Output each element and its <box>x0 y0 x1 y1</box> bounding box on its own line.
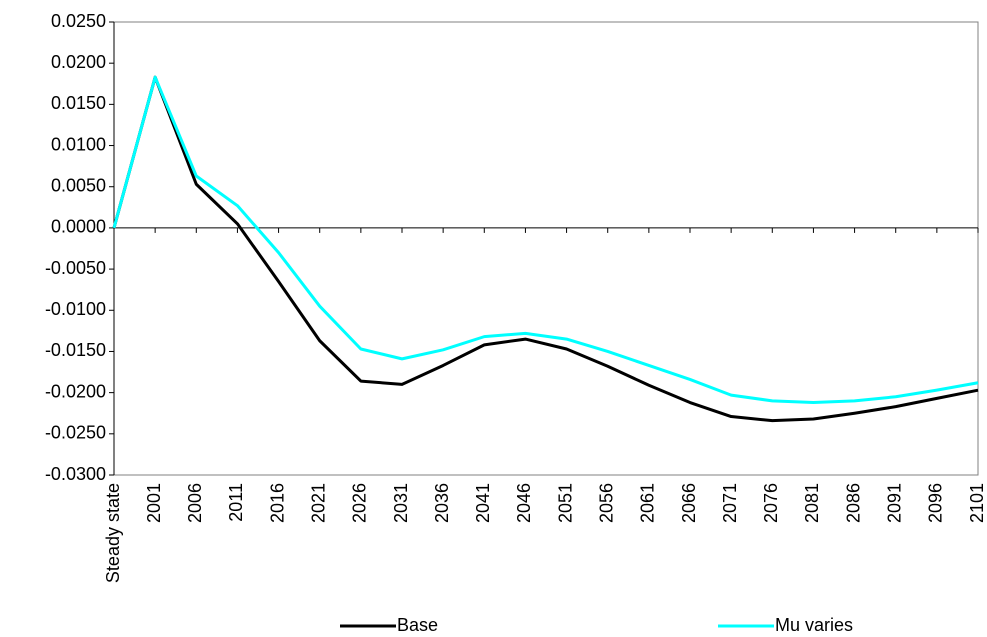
x-tick-label: 2051 <box>555 483 575 523</box>
x-tick-label: 2071 <box>720 483 740 523</box>
x-tick-label: 2091 <box>884 483 904 523</box>
y-tick-label: 0.0250 <box>51 11 106 31</box>
x-tick-label: 2066 <box>679 483 699 523</box>
x-tick-label: 2011 <box>226 483 246 522</box>
x-tick-label: 2006 <box>185 483 205 523</box>
x-tick-label: 2101 <box>967 483 987 523</box>
y-tick-label: 0.0200 <box>51 52 106 72</box>
y-tick-label: 0.0150 <box>51 93 106 113</box>
y-tick-label: -0.0100 <box>45 299 106 319</box>
y-tick-label: -0.0300 <box>45 464 106 484</box>
x-tick-label: Steady state <box>103 483 123 583</box>
x-tick-label: 2046 <box>514 483 534 523</box>
y-tick-label: 0.0100 <box>51 134 106 154</box>
y-tick-label: -0.0050 <box>45 258 106 278</box>
x-tick-label: 2096 <box>926 483 946 523</box>
line-series <box>112 75 979 405</box>
plot-area <box>113 21 979 476</box>
line-series <box>112 75 979 423</box>
x-tick-label: 2016 <box>267 483 287 523</box>
x-tick-label: 2021 <box>308 483 328 523</box>
y-tick-label: -0.0200 <box>45 381 106 401</box>
legend-label: Base <box>397 615 438 635</box>
x-tick-label: 2056 <box>596 483 616 523</box>
x-tick-label: 2026 <box>350 483 370 523</box>
x-tick-label: 2041 <box>473 483 493 523</box>
y-tick-label: -0.0250 <box>45 423 106 443</box>
y-tick-label: 0.0000 <box>51 217 106 237</box>
x-tick-label: 2086 <box>843 483 863 523</box>
x-tick-label: 2036 <box>432 483 452 523</box>
x-tick-label: 2001 <box>144 483 164 523</box>
legend-label: Mu varies <box>775 615 853 635</box>
y-tick-label: 0.0050 <box>51 175 106 195</box>
y-tick-label: -0.0150 <box>45 340 106 360</box>
x-tick-label: 2061 <box>638 483 658 523</box>
x-tick-label: 2031 <box>391 483 411 523</box>
x-tick-label: 2081 <box>802 483 822 523</box>
x-tick-label: 2076 <box>761 483 781 523</box>
